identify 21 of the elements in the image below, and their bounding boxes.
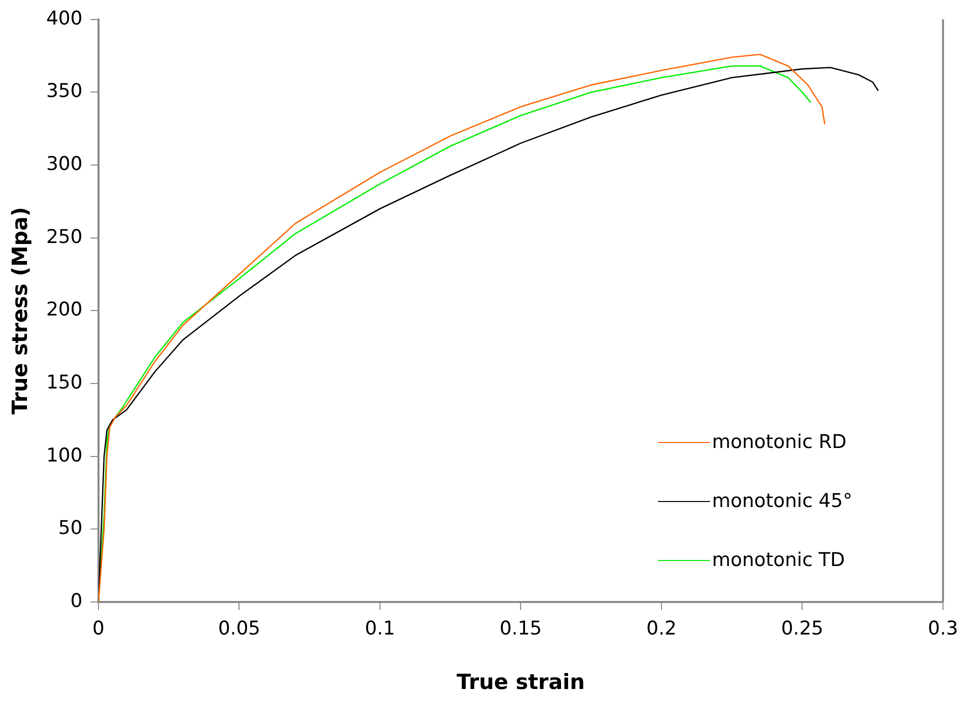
x-tick-label: 0.1 xyxy=(364,617,396,640)
x-tick-label: 0.15 xyxy=(500,617,542,640)
y-tick-label: 350 xyxy=(46,80,82,102)
x-tick-label: 0.05 xyxy=(218,617,260,640)
legend-label: monotonic TD xyxy=(712,549,845,572)
x-tick-label: 0.3 xyxy=(928,617,958,640)
legend-label: monotonic RD xyxy=(712,431,847,454)
x-tick-label: 0.2 xyxy=(646,617,677,640)
x-tick-label: 0.25 xyxy=(781,617,824,640)
y-tick-label: 150 xyxy=(46,371,82,394)
legend-label: monotonic 45° xyxy=(712,490,852,512)
y-tick-label: 250 xyxy=(46,226,82,248)
y-axis-title: True stress (Mpa) xyxy=(8,206,32,415)
y-tick-label: 0 xyxy=(70,590,82,612)
y-tick-label: 200 xyxy=(46,298,82,321)
y-tick-label: 400 xyxy=(46,7,82,30)
y-tick-label: 50 xyxy=(58,517,82,540)
x-tick-label: 0 xyxy=(92,617,105,640)
y-tick-label: 100 xyxy=(46,444,82,466)
y-tick-label: 300 xyxy=(46,152,82,175)
x-axis-title: True strain xyxy=(456,670,585,694)
